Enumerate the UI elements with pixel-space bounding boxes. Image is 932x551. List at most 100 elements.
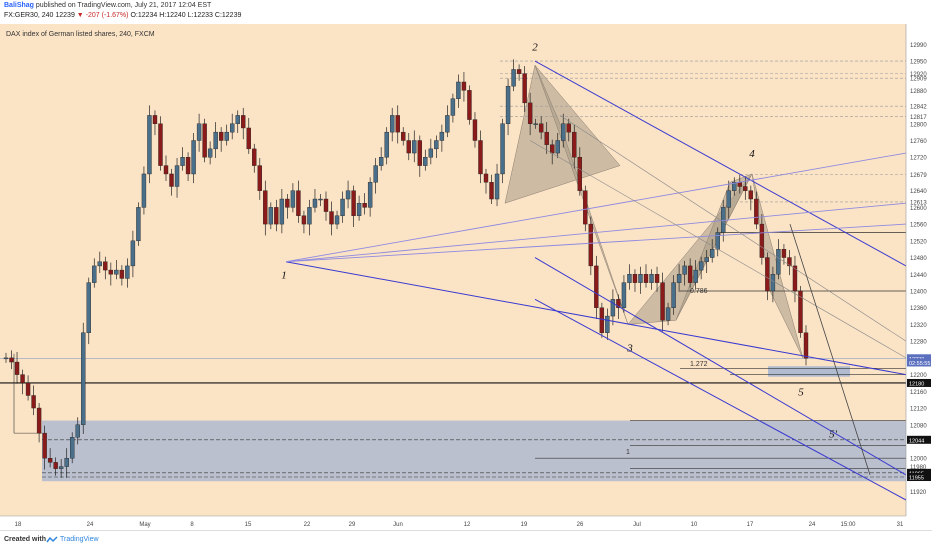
candle — [53, 457, 58, 476]
candle — [676, 264, 682, 292]
x-tick-label: 26 — [577, 522, 584, 528]
y-tick-label: 12950 — [910, 60, 927, 66]
candle-body — [654, 274, 660, 283]
candle-body — [748, 190, 754, 200]
candle — [533, 118, 538, 129]
author-link[interactable]: BaliShag — [4, 2, 34, 9]
price-label: 12044 — [909, 438, 924, 444]
candle — [439, 124, 445, 152]
x-tick-label: 12 — [464, 522, 471, 528]
candle — [428, 138, 434, 165]
fib-annotation: 0.786 — [690, 288, 708, 295]
fib-annotation: 1.272 — [690, 361, 708, 368]
y-tick-label: 12909 — [910, 77, 927, 83]
candle — [693, 260, 698, 290]
candle — [103, 256, 108, 280]
candle — [743, 176, 748, 200]
candlestick-chart[interactable]: DAX index of German listed shares, 240, … — [0, 24, 932, 530]
candle — [621, 275, 627, 313]
candle — [373, 158, 378, 194]
candle — [213, 122, 218, 159]
candle-body — [202, 123, 207, 158]
candle — [202, 118, 207, 163]
candle-body — [334, 215, 340, 225]
trendlines-layer — [285, 60, 907, 501]
y-tick-label: 12679 — [910, 173, 927, 179]
y-tick-label: 12280 — [910, 340, 927, 346]
candle-body — [715, 232, 720, 250]
candle-body — [439, 131, 445, 141]
candle — [406, 132, 411, 161]
candle-body — [765, 257, 770, 292]
candles-layer — [3, 59, 809, 478]
candle — [599, 302, 605, 338]
x-axis: 18 24 May 8 15 22 29 Jun 12 19 26 Jul 10 17 24 15:00 31 — [0, 515, 932, 530]
candle — [301, 210, 307, 234]
candle — [654, 266, 660, 292]
candle-body — [307, 207, 312, 225]
candle — [334, 210, 340, 230]
x-tick-label: 18 — [15, 522, 22, 528]
candle-body — [803, 332, 809, 359]
candle-body — [351, 190, 356, 216]
candle-body — [770, 274, 776, 292]
candle — [362, 193, 367, 215]
candle — [218, 127, 224, 152]
candle — [92, 258, 97, 288]
candle-body — [511, 69, 516, 87]
candle-body — [710, 248, 715, 258]
candle — [561, 113, 566, 148]
candle — [461, 71, 467, 102]
candle — [114, 260, 119, 280]
trendline — [534, 298, 907, 501]
candle-body — [3, 357, 9, 360]
candle — [555, 132, 560, 159]
candle-body — [329, 211, 334, 225]
candle — [423, 149, 428, 171]
candle — [516, 64, 522, 81]
candle-body — [428, 148, 434, 158]
tradingview-brand[interactable]: TradingView — [60, 536, 99, 543]
candle — [594, 255, 599, 319]
candle-body — [36, 407, 42, 434]
candle — [522, 66, 527, 113]
y-tick-label: 12520 — [910, 239, 927, 245]
candle-body — [649, 274, 654, 283]
candle-body — [268, 207, 274, 225]
candle — [141, 166, 147, 215]
candle — [312, 188, 318, 213]
candle — [158, 116, 163, 171]
symbol-line: FX:GER30, 240 12239 ▼ -207 (-1.67%) O:12… — [4, 12, 241, 19]
candle — [268, 202, 274, 230]
price-label: 12180 — [909, 381, 924, 387]
y-tick-label: 11980 — [910, 465, 927, 471]
wave-label: 5' — [829, 428, 838, 440]
candle-body — [345, 190, 351, 200]
candle-body — [75, 424, 80, 438]
candle — [14, 352, 20, 384]
y-tick-label: 12120 — [910, 407, 927, 413]
trendline — [534, 257, 907, 476]
ohlc-values: O:12234 H:12240 L:12233 C:12239 — [130, 12, 242, 19]
candle-body — [726, 190, 731, 208]
candle — [494, 163, 500, 207]
x-tick-label: 15 — [245, 522, 252, 528]
candle — [792, 255, 798, 303]
candle-body — [384, 131, 389, 158]
candle — [367, 177, 373, 217]
candle-body — [20, 374, 25, 384]
candle-body — [423, 157, 428, 166]
candle — [180, 147, 185, 171]
candle — [42, 425, 47, 470]
candle-body — [81, 332, 86, 425]
candle — [152, 110, 158, 136]
candle-body — [671, 282, 676, 308]
x-axis-background — [0, 516, 932, 530]
y-tick-label: 12842 — [910, 105, 927, 111]
candle-body — [461, 81, 467, 91]
candle — [378, 147, 384, 171]
candle — [246, 117, 251, 154]
candle — [323, 191, 329, 221]
candle — [417, 135, 422, 177]
candle-body — [235, 115, 240, 124]
